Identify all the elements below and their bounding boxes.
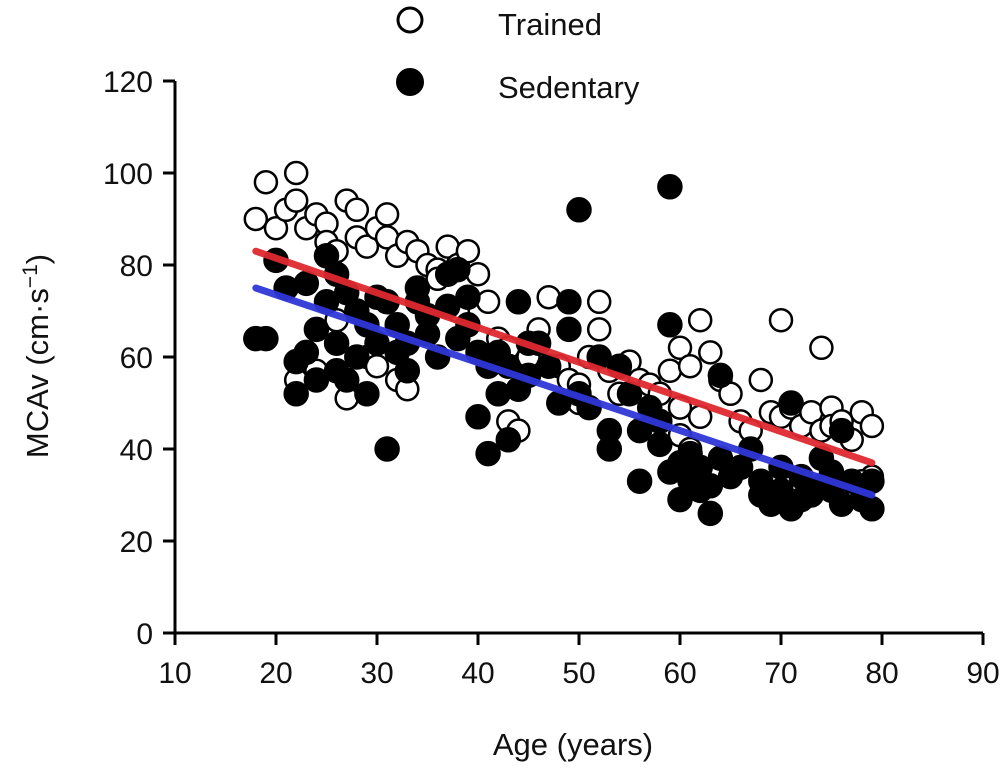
y-tick-label: 100	[103, 158, 153, 191]
sedentary-fit-line	[252, 284, 876, 499]
trained-point	[253, 169, 279, 195]
trained-point	[698, 340, 723, 365]
trained-point	[354, 234, 380, 259]
trained-point	[374, 202, 400, 227]
sedentary-point	[445, 256, 471, 283]
trained-point	[344, 197, 370, 223]
legend-sedentary-marker	[396, 68, 424, 96]
x-tick-label: 50	[562, 657, 595, 690]
x-tick-label: 30	[360, 657, 393, 690]
trained-point	[667, 335, 693, 361]
x-axis-ticks: 10 20 30 40 50 60 70 80 90	[158, 633, 1000, 690]
sedentary-point	[697, 500, 724, 527]
trained-point	[263, 215, 289, 241]
y-tick-label: 40	[120, 434, 153, 467]
sedentary-point	[404, 275, 431, 301]
legend: Trained Sedentary	[396, 6, 640, 105]
sedentary-point	[303, 316, 330, 343]
sedentary-point	[828, 417, 855, 444]
data-points	[243, 160, 885, 527]
trained-point	[809, 335, 834, 361]
sedentary-point	[354, 381, 380, 407]
trained-fit-line	[252, 247, 876, 467]
y-axis-label-main: MCAv (cm·s	[20, 288, 55, 458]
trained-point	[283, 188, 309, 213]
x-tick-label: 20	[259, 657, 292, 690]
trained-point	[475, 289, 501, 315]
axes: 10 20 30 40 50 60 70 80 90 0 20 40 60 80 100 120	[103, 66, 1000, 690]
trained-point	[586, 317, 612, 342]
y-axis-ticks: 0 20 40 60 80 100 120	[103, 66, 175, 651]
trained-point	[465, 261, 491, 287]
x-axis-label: Age (years)	[493, 727, 653, 762]
trained-point	[243, 206, 269, 232]
sedentary-point	[505, 289, 532, 315]
sedentary-point	[253, 325, 279, 352]
y-tick-label: 60	[120, 342, 153, 375]
y-tick-label: 20	[120, 526, 153, 559]
trained-point	[687, 307, 713, 333]
trained-point	[859, 413, 885, 439]
x-tick-label: 70	[764, 657, 797, 690]
sedentary-point	[323, 330, 350, 356]
y-tick-label: 0	[136, 618, 153, 651]
sedentary-point	[394, 358, 421, 384]
sedentary-point	[333, 367, 360, 393]
sedentary-point	[778, 390, 804, 416]
sedentary-point	[556, 289, 582, 315]
y-tick-label: 120	[103, 66, 153, 99]
x-tick-label: 40	[461, 657, 494, 690]
regression-lines	[252, 247, 876, 499]
trained-point	[748, 367, 774, 393]
sedentary-point	[556, 316, 582, 343]
sedentary-point	[657, 174, 683, 200]
sedentary-point	[707, 362, 734, 389]
sedentary-point	[596, 436, 623, 462]
y-axis-label: MCAv (cm·s−1)	[19, 254, 55, 458]
sedentary-point	[475, 440, 501, 467]
trained-point	[657, 358, 683, 384]
legend-trained-marker	[396, 6, 424, 34]
sedentary-point	[495, 427, 522, 453]
sedentary-point	[465, 404, 491, 430]
sedentary-point	[374, 436, 400, 462]
y-tick-label: 80	[120, 250, 153, 283]
x-tick-label: 90	[966, 657, 999, 690]
trained-point	[677, 353, 703, 379]
sedentary-point	[647, 431, 673, 458]
sedentary-point	[293, 339, 320, 366]
sedentary-point	[283, 381, 309, 407]
sedentary-point	[344, 344, 370, 370]
sedentary-point	[859, 496, 885, 522]
trained-point	[586, 289, 612, 315]
sedentary-point	[657, 312, 683, 338]
trained-point	[768, 307, 794, 333]
legend-sedentary-label: Sedentary	[498, 70, 640, 105]
sedentary-point	[455, 284, 481, 310]
trained-point	[536, 284, 561, 310]
x-tick-label: 80	[865, 657, 898, 690]
trained-point	[283, 160, 309, 186]
legend-trained-label: Trained	[498, 7, 602, 42]
y-axis-label-superscript: −1	[19, 264, 42, 288]
y-axis-label-close: )	[20, 254, 55, 264]
x-tick-label: 60	[663, 657, 696, 690]
sedentary-point	[626, 468, 653, 494]
x-tick-label: 10	[158, 657, 191, 690]
sedentary-point	[566, 197, 592, 223]
